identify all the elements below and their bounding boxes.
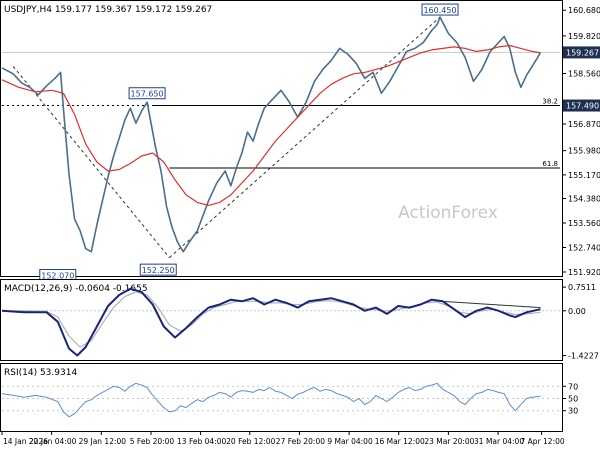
rsi-header: RSI(14) 53.9314 [4,368,77,378]
x-tick-label: 27 Feb 20:00 [276,437,325,446]
x-tick-label: 16 Mar 12:00 [375,437,425,446]
price-y-tick-label: 152.740 [568,243,600,252]
fib-label: 61.8 [542,160,558,168]
x-tick-label: 22 Jan 04:00 [29,437,77,446]
price-annotation-label: 160.450 [423,6,456,15]
price-panel: USDJPY,H4 159.177 159.367 159.172 159.26… [1,1,600,281]
x-tick-label: 29 Jan 12:00 [79,437,127,446]
price-y-tick-label: 155.170 [568,171,600,180]
price-annotation-label: 157.650 [131,90,164,99]
fib-label: 38.2 [542,98,558,106]
rsi-panel-border [1,364,563,432]
rsi-y-tick-label: 30 [568,407,578,416]
x-tick-label: 23 Mar 20:00 [424,437,474,446]
macd-header: MACD(12,26,9) -0.0604 -0.1655 [4,284,148,294]
x-tick-label: 13 Feb 04:00 [177,437,226,446]
last-price-label: 159.267 [566,48,599,57]
x-tick-label: 7 Apr 12:00 [521,437,565,446]
price-y-tick-label: 151.920 [568,268,600,277]
rsi-panel: RSI(14) 53.9314 70 50 30 [1,364,579,432]
rsi-y-tick-label: 50 [568,395,578,404]
x-tick-label: 20 Feb 12:00 [226,437,275,446]
x-tick-label: 5 Feb 20:00 [130,437,175,446]
price-y-tick-label: 156.870 [568,120,600,129]
x-tick-label: 9 Mar 04:00 [327,437,373,446]
price-y-tick-label: 154.380 [568,194,600,203]
macd-panel: MACD(12,26,9) -0.0604 -0.1655 0.7511 0.00… [1,280,599,361]
price-y-tick-label: 155.980 [568,147,600,156]
price-y-tick-label: 159.820 [568,32,600,41]
price-y-tick-label: 153.560 [568,219,600,228]
price-panel-border [1,1,563,277]
price-annotation-label: 152.250 [142,266,175,275]
support-price-label: 157.490 [566,102,599,111]
watermark: ActionForex [398,203,498,223]
last-price-marker: 159.267 157.490 [563,46,600,111]
macd-y-tick-label: 0.7511 [568,283,596,292]
price-y-tick-label: 160.680 [568,6,600,15]
rsi-y-tick-label: 70 [568,382,578,391]
macd-y-tick-label: 0.00 [568,307,586,316]
x-tick-label: 31 Mar 04:00 [474,437,524,446]
price-header: USDJPY,H4 159.177 159.367 159.172 159.26… [4,5,212,15]
macd-y-tick-label: -1.4227 [568,352,599,361]
price-y-tick-label: 158.560 [568,70,600,79]
